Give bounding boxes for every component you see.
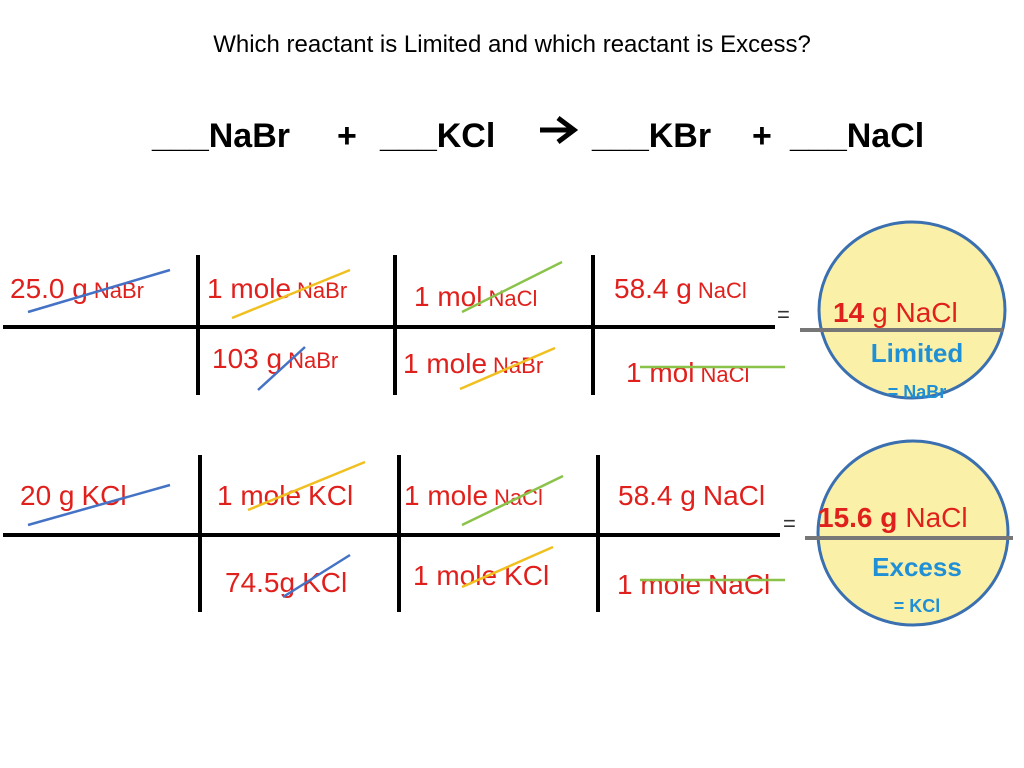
cell: 1 mol NaCl — [626, 357, 749, 388]
cell: 1 mol NaCl — [414, 281, 537, 312]
amount: 74.5g — [225, 567, 295, 598]
equation: ___NaBr + ___KCl ___KBr + ___NaCl — [151, 117, 924, 155]
unit: NaCl — [488, 286, 537, 311]
reactant: = KCl — [894, 596, 941, 616]
unit: NaCl — [905, 502, 967, 533]
result-circle — [817, 220, 1007, 400]
amount: 25.0 g — [10, 273, 88, 304]
unit: NaCl — [708, 569, 770, 600]
title: Which reactant is Limited and which reac… — [213, 31, 811, 58]
reactant: = NaBr — [888, 382, 947, 402]
grid-2 — [3, 455, 780, 612]
result: 15.6 g NaCl — [818, 502, 968, 533]
unit: NaCl — [698, 278, 747, 303]
unit: NaCl — [703, 480, 765, 511]
amount: 15.6 g — [818, 502, 897, 533]
equals: = — [783, 511, 796, 536]
verdict: Limited — [871, 338, 963, 368]
cancel-strokes — [27, 260, 785, 599]
unit: g NaCl — [872, 297, 958, 328]
reaction-arrow — [540, 116, 579, 144]
equals: = — [777, 302, 790, 327]
unit: KCl — [82, 480, 127, 511]
grid-1 — [3, 255, 775, 395]
result: 14 g NaCl — [833, 297, 958, 328]
amount: 58.4 g — [618, 480, 696, 511]
term: ___KCl — [379, 117, 495, 155]
amount: 1 mole — [404, 480, 488, 511]
amount: 1 mole — [617, 569, 701, 600]
cell: 25.0 g NaBr — [10, 273, 144, 304]
amount: 1 mole — [413, 560, 497, 591]
term: + — [337, 117, 357, 155]
amount: 1 mol — [626, 357, 694, 388]
verdict: Excess — [872, 552, 962, 582]
cell: 1 mole KCl — [413, 560, 549, 591]
cell: 74.5g KCl — [225, 567, 347, 598]
amount: 103 g — [212, 343, 282, 374]
unit: KCl — [308, 480, 353, 511]
result-circle — [816, 439, 1010, 627]
term: ___KBr — [591, 117, 711, 155]
cell: 20 g KCl — [20, 480, 127, 511]
amount: 20 g — [20, 480, 75, 511]
cell: 58.4 g NaCl — [614, 273, 747, 304]
amount: 58.4 g — [614, 273, 692, 304]
unit: NaBr — [288, 348, 338, 373]
cell: 103 g NaBr — [212, 343, 338, 374]
amount: 14 — [833, 297, 865, 328]
term: + — [752, 117, 772, 155]
term: ___NaCl — [789, 117, 924, 155]
term: ___NaBr — [151, 117, 290, 155]
cell: 58.4 g NaCl — [618, 480, 765, 511]
amount: 1 mole — [403, 348, 487, 379]
